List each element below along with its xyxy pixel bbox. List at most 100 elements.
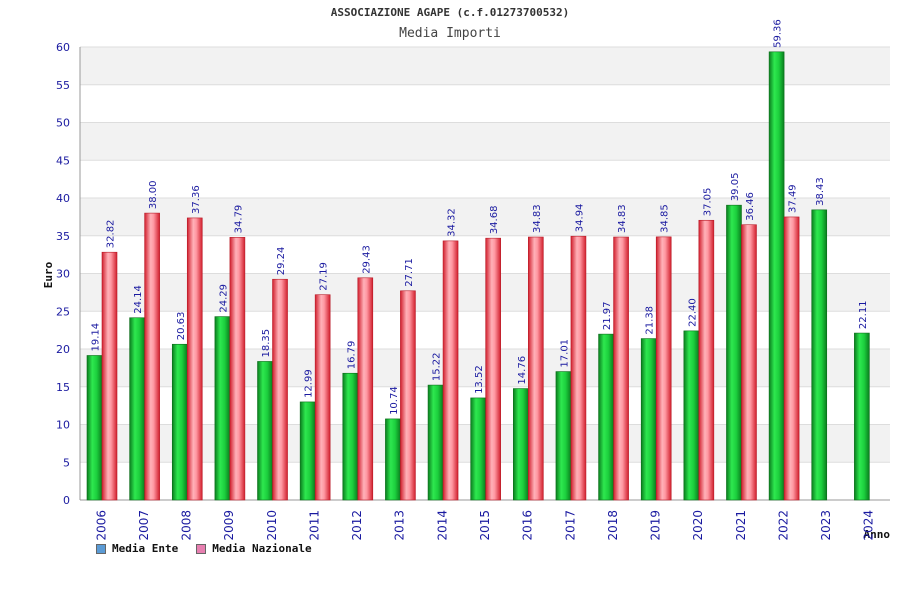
legend-item-media-ente[interactable]: Media Ente <box>96 542 178 555</box>
data-label: 21.97 <box>602 301 613 330</box>
y-tick-label: 35 <box>56 230 70 243</box>
bar-media-ente <box>683 330 700 501</box>
data-label: 37.05 <box>702 188 713 217</box>
x-tick-label: 2013 <box>393 510 407 541</box>
bar-media-nazionale <box>528 236 544 501</box>
legend-label-media-nazionale: Media Nazionale <box>212 542 312 555</box>
x-tick-label: 2014 <box>435 510 449 541</box>
grid-band <box>80 122 890 161</box>
bar-media-nazionale <box>655 236 672 501</box>
data-label: 29.43 <box>361 245 372 274</box>
data-label: 27.19 <box>319 262 330 291</box>
bar-media-nazionale <box>144 212 160 501</box>
x-tick-label: 2012 <box>350 510 364 541</box>
x-tick-label: 2021 <box>734 510 748 541</box>
data-label: 22.11 <box>858 300 869 329</box>
data-label: 38.00 <box>148 180 159 209</box>
data-label: 36.46 <box>745 192 756 221</box>
bar-media-nazionale <box>442 240 459 501</box>
bar-media-nazionale <box>186 217 203 501</box>
data-label: 16.79 <box>346 341 357 370</box>
x-tick-label: 2006 <box>94 510 108 541</box>
data-labels: 19.14 32.82 24.14 38.00 20.63 37.36 24.29 34.79… <box>91 19 869 415</box>
data-label: 12.99 <box>304 369 315 398</box>
y-tick-label: 20 <box>56 343 70 356</box>
data-label: 10.74 <box>389 386 400 415</box>
legend-label-media-ente: Media Ente <box>112 542 179 555</box>
data-label: 34.83 <box>532 204 543 233</box>
data-label: 13.52 <box>474 365 485 394</box>
bars <box>86 51 870 501</box>
x-tick-label: 2009 <box>222 510 236 541</box>
data-label: 14.76 <box>517 356 528 385</box>
data-label: 38.43 <box>815 177 826 206</box>
chart-subtitle: Media Importi <box>399 26 501 41</box>
x-tick-label: 2007 <box>137 510 151 541</box>
grid-band <box>80 47 890 85</box>
bar-media-ente <box>640 338 657 501</box>
data-label: 34.79 <box>233 205 244 234</box>
bar-media-ente <box>555 371 572 501</box>
bar-media-ente <box>385 418 401 501</box>
data-label: 37.36 <box>191 185 202 214</box>
data-label: 22.40 <box>687 298 698 327</box>
legend-item-media-nazionale[interactable]: Media Nazionale <box>196 542 312 555</box>
y-axis-label: Euro <box>42 261 55 288</box>
y-tick-label: 40 <box>56 192 70 205</box>
data-label: 29.24 <box>276 247 287 276</box>
data-label: 17.01 <box>559 339 570 368</box>
data-label: 34.83 <box>617 204 628 233</box>
bar-media-nazionale <box>613 236 629 501</box>
bar-media-nazionale <box>783 216 800 501</box>
data-label: 34.32 <box>447 208 458 237</box>
grid-band <box>80 84 890 123</box>
x-tick-label: 2023 <box>819 510 833 541</box>
legend-swatch-media-nazionale <box>196 543 207 554</box>
bar-media-ente <box>299 401 316 501</box>
x-tick-label: 2011 <box>307 510 321 541</box>
bar-media-ente <box>811 209 828 501</box>
data-label: 34.85 <box>660 204 671 233</box>
bar-media-ente <box>86 355 103 501</box>
grid-band <box>80 160 890 198</box>
x-tick-label: 2008 <box>180 510 194 541</box>
data-label: 27.71 <box>404 258 415 287</box>
bar-media-nazionale <box>272 278 288 501</box>
data-label: 34.68 <box>489 206 500 235</box>
bar-media-nazionale <box>314 294 331 501</box>
bar-media-ente <box>768 51 785 501</box>
bar-media-ente <box>214 316 231 501</box>
x-tick-label: 2016 <box>521 510 535 541</box>
data-label: 19.14 <box>91 323 102 352</box>
legend-swatch-media-ente <box>96 543 106 554</box>
bar-media-ente <box>342 372 359 501</box>
data-label: 20.63 <box>176 312 187 341</box>
x-tick-label: 2010 <box>265 510 279 541</box>
bar-media-ente <box>598 333 614 501</box>
x-tick-label: 2018 <box>606 510 620 541</box>
bar-media-nazionale <box>229 237 246 501</box>
legend: Media Ente Media Nazionale <box>96 542 312 555</box>
x-tick-label: 2015 <box>478 510 492 541</box>
y-tick-label: 25 <box>56 305 70 318</box>
bar-media-ente <box>171 343 188 501</box>
bar-media-nazionale <box>485 237 501 501</box>
data-label: 34.94 <box>574 204 585 233</box>
bar-media-ente <box>129 317 145 501</box>
y-tick-label: 45 <box>56 154 70 167</box>
data-label: 24.29 <box>218 284 229 313</box>
y-tick-label: 15 <box>56 381 70 394</box>
bar-media-nazionale <box>698 219 715 501</box>
x-tick-label: 2022 <box>776 510 790 541</box>
chart-title: ASSOCIAZIONE AGAPE (c.f.01273700532) <box>330 6 570 19</box>
bar-media-ente <box>726 204 742 501</box>
data-label: 32.82 <box>106 220 117 249</box>
y-tick-label: 60 <box>56 41 70 54</box>
bar-media-ente <box>513 388 529 501</box>
bar-media-nazionale <box>400 290 416 501</box>
x-tick-label: 2017 <box>563 510 577 541</box>
bar-media-ente <box>257 361 273 501</box>
y-tick-label: 5 <box>63 456 70 469</box>
bar-media-ente <box>470 397 486 501</box>
